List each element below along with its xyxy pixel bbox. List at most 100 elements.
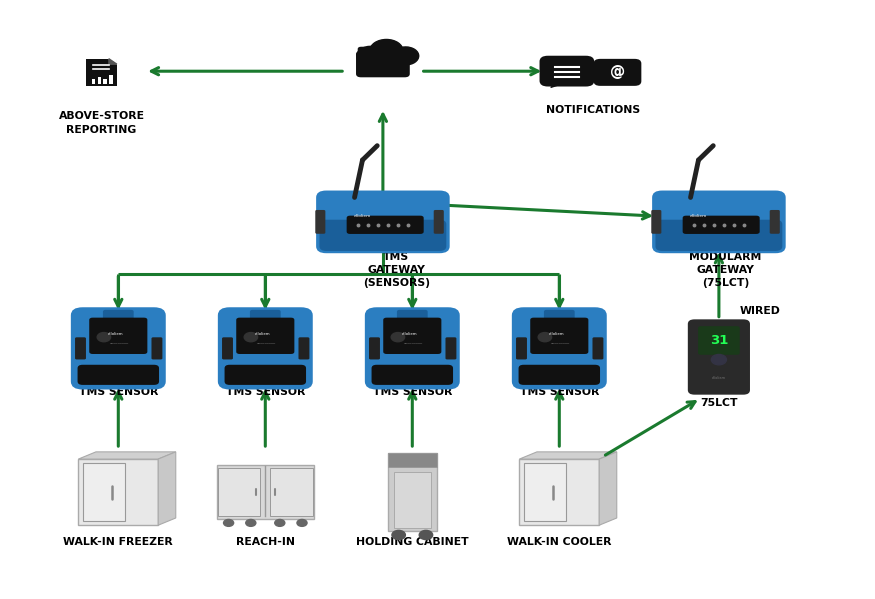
FancyBboxPatch shape bbox=[315, 210, 326, 234]
Text: MODULARM
GATEWAY
(75LCT): MODULARM GATEWAY (75LCT) bbox=[690, 252, 762, 288]
Circle shape bbox=[419, 530, 432, 540]
FancyBboxPatch shape bbox=[250, 310, 281, 320]
Text: HOLDING CABINET: HOLDING CABINET bbox=[356, 537, 469, 547]
FancyBboxPatch shape bbox=[86, 59, 117, 86]
FancyBboxPatch shape bbox=[75, 337, 86, 359]
Circle shape bbox=[97, 332, 110, 342]
FancyBboxPatch shape bbox=[298, 337, 310, 359]
Text: TMS SENSOR: TMS SENSOR bbox=[373, 388, 452, 398]
FancyBboxPatch shape bbox=[71, 307, 165, 389]
FancyBboxPatch shape bbox=[544, 310, 575, 320]
FancyBboxPatch shape bbox=[540, 56, 594, 86]
FancyBboxPatch shape bbox=[652, 190, 786, 253]
FancyBboxPatch shape bbox=[388, 453, 437, 467]
Circle shape bbox=[391, 332, 404, 342]
FancyBboxPatch shape bbox=[103, 79, 107, 84]
Text: TMS
GATEWAY
(SENSORS): TMS GATEWAY (SENSORS) bbox=[363, 252, 430, 288]
FancyBboxPatch shape bbox=[97, 77, 102, 84]
Polygon shape bbox=[79, 452, 176, 459]
FancyBboxPatch shape bbox=[770, 210, 780, 234]
FancyBboxPatch shape bbox=[593, 59, 641, 86]
FancyBboxPatch shape bbox=[434, 210, 444, 234]
FancyBboxPatch shape bbox=[89, 317, 147, 354]
FancyBboxPatch shape bbox=[103, 310, 134, 320]
FancyBboxPatch shape bbox=[109, 75, 113, 84]
FancyBboxPatch shape bbox=[388, 453, 437, 531]
Circle shape bbox=[538, 332, 551, 342]
Text: TMS SENSOR: TMS SENSOR bbox=[226, 388, 305, 398]
Text: WALK-IN FREEZER: WALK-IN FREEZER bbox=[63, 537, 173, 547]
Circle shape bbox=[357, 46, 385, 65]
Text: elíoliem: elíoliem bbox=[108, 332, 123, 336]
FancyBboxPatch shape bbox=[365, 307, 459, 389]
FancyBboxPatch shape bbox=[394, 472, 430, 528]
Polygon shape bbox=[108, 59, 117, 64]
Text: TMS SENSOR: TMS SENSOR bbox=[79, 388, 158, 398]
FancyBboxPatch shape bbox=[217, 465, 313, 519]
FancyBboxPatch shape bbox=[218, 468, 261, 516]
FancyBboxPatch shape bbox=[512, 307, 606, 389]
Text: ─────────: ───────── bbox=[255, 343, 275, 346]
FancyBboxPatch shape bbox=[383, 317, 441, 354]
FancyBboxPatch shape bbox=[372, 365, 453, 385]
Circle shape bbox=[711, 355, 726, 365]
FancyBboxPatch shape bbox=[516, 337, 527, 359]
FancyBboxPatch shape bbox=[83, 463, 124, 521]
FancyBboxPatch shape bbox=[270, 468, 312, 516]
FancyBboxPatch shape bbox=[346, 216, 424, 234]
FancyBboxPatch shape bbox=[356, 51, 410, 77]
FancyBboxPatch shape bbox=[78, 365, 159, 385]
FancyBboxPatch shape bbox=[592, 337, 604, 359]
Polygon shape bbox=[108, 59, 117, 64]
Text: WIRED: WIRED bbox=[740, 306, 780, 316]
Polygon shape bbox=[599, 452, 617, 525]
FancyBboxPatch shape bbox=[222, 337, 233, 359]
Text: elíoliem: elíoliem bbox=[354, 214, 371, 218]
FancyBboxPatch shape bbox=[519, 365, 600, 385]
FancyBboxPatch shape bbox=[151, 337, 163, 359]
FancyBboxPatch shape bbox=[92, 80, 95, 84]
Circle shape bbox=[392, 530, 405, 540]
FancyBboxPatch shape bbox=[520, 459, 599, 525]
FancyBboxPatch shape bbox=[655, 220, 782, 251]
Text: ─────────: ───────── bbox=[402, 343, 422, 346]
Text: ─────────: ───────── bbox=[108, 343, 128, 346]
FancyBboxPatch shape bbox=[236, 317, 294, 354]
FancyBboxPatch shape bbox=[358, 47, 382, 57]
Text: ABOVE-STORE
REPORTING: ABOVE-STORE REPORTING bbox=[59, 111, 144, 135]
Text: elíoliem: elíoliem bbox=[255, 332, 270, 336]
FancyBboxPatch shape bbox=[218, 307, 312, 389]
FancyBboxPatch shape bbox=[319, 220, 446, 251]
FancyBboxPatch shape bbox=[79, 459, 158, 525]
FancyBboxPatch shape bbox=[397, 310, 428, 320]
Circle shape bbox=[275, 519, 285, 527]
Text: NOTIFICATIONS: NOTIFICATIONS bbox=[546, 105, 640, 114]
Circle shape bbox=[393, 47, 419, 65]
FancyBboxPatch shape bbox=[225, 365, 306, 385]
Text: ─────────: ───────── bbox=[550, 343, 569, 346]
Text: elíoliem: elíoliem bbox=[690, 214, 707, 218]
FancyBboxPatch shape bbox=[530, 317, 588, 354]
FancyBboxPatch shape bbox=[651, 210, 662, 234]
Text: elíoliem: elíoliem bbox=[549, 332, 564, 336]
Text: @: @ bbox=[610, 64, 625, 79]
Text: 31: 31 bbox=[710, 334, 728, 347]
FancyBboxPatch shape bbox=[445, 337, 457, 359]
FancyBboxPatch shape bbox=[688, 319, 750, 395]
FancyBboxPatch shape bbox=[698, 326, 739, 355]
FancyBboxPatch shape bbox=[524, 463, 565, 521]
Circle shape bbox=[244, 332, 257, 342]
FancyBboxPatch shape bbox=[369, 337, 380, 359]
Polygon shape bbox=[550, 81, 571, 87]
FancyBboxPatch shape bbox=[316, 190, 450, 253]
Text: elíoliem: elíoliem bbox=[712, 376, 726, 380]
Text: elíoliem: elíoliem bbox=[402, 332, 417, 336]
Text: REACH-IN: REACH-IN bbox=[235, 537, 295, 547]
Polygon shape bbox=[520, 452, 617, 459]
Circle shape bbox=[297, 519, 307, 527]
Text: 75LCT: 75LCT bbox=[700, 398, 738, 409]
Text: WALK-IN COOLER: WALK-IN COOLER bbox=[507, 537, 612, 547]
Text: TMS SENSOR: TMS SENSOR bbox=[520, 388, 599, 398]
Circle shape bbox=[370, 40, 403, 62]
FancyBboxPatch shape bbox=[682, 216, 760, 234]
